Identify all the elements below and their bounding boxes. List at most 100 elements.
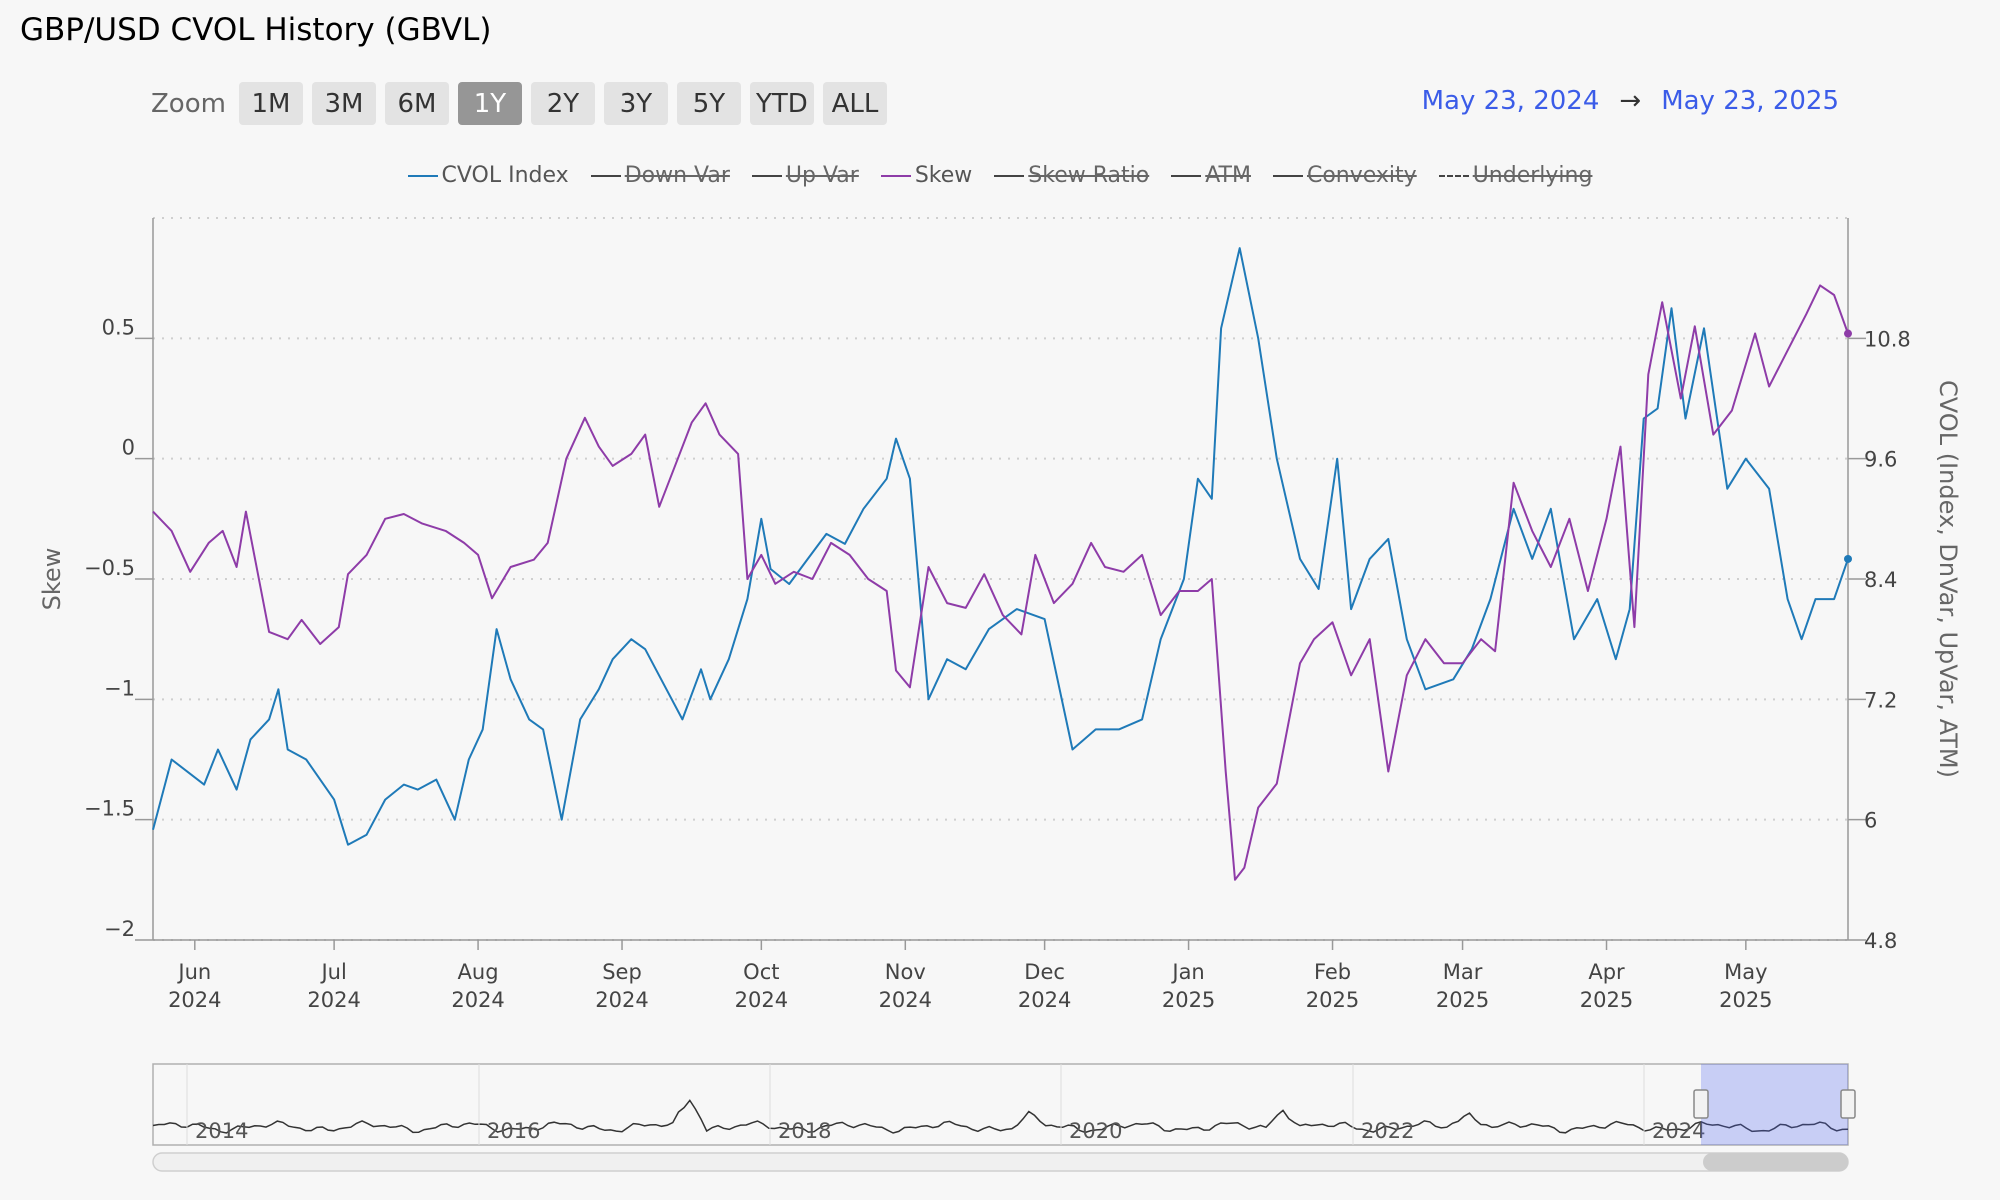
x-tick-label-year: 2025 (1436, 988, 1489, 1012)
zoom-bar: Zoom 1M 3M 6M 1Y 2Y 3Y 5Y YTD ALL (151, 82, 887, 125)
scrollbar-thumb[interactable] (1703, 1153, 1848, 1171)
x-tick-label-month: Sep (602, 960, 642, 984)
navigator-year-label: 2020 (1069, 1119, 1122, 1143)
navigator-selection (1701, 1064, 1848, 1145)
x-tick-label-year: 2024 (168, 988, 221, 1012)
navigator-frame (152, 1063, 1849, 1146)
right-tick-label: 8.4 (1864, 568, 1897, 592)
series-end-marker (1844, 554, 1852, 563)
zoom-button-all[interactable]: ALL (822, 82, 887, 125)
range-from-input[interactable]: May 23, 2024 (1421, 86, 1600, 116)
zoom-button-ytd[interactable]: YTD (749, 82, 814, 125)
zoom-button-3y[interactable]: 3Y (603, 82, 668, 125)
legend-item-skew-ratio[interactable]: Skew Ratio (994, 163, 1149, 188)
left-tick-label: 0.5 (102, 315, 135, 339)
legend-swatch (880, 174, 911, 177)
legend-swatch (1171, 174, 1202, 177)
left-tick-label: −2 (104, 917, 135, 941)
legend-label: Down Var (624, 163, 730, 188)
series-end-marker (1844, 329, 1852, 338)
x-tick-label-month: Jan (1170, 960, 1204, 984)
zoom-button-6m[interactable]: 6M (384, 82, 449, 125)
x-tick-label-year: 2024 (307, 988, 360, 1012)
legend-swatch (994, 174, 1025, 177)
left-tick-label: −0.5 (84, 556, 135, 580)
legend-label: Convexity (1306, 163, 1417, 188)
navigator-year-label: 2024 (1652, 1119, 1705, 1143)
right-tick-label: 6 (1864, 809, 1877, 833)
navigator-line (152, 1099, 1849, 1134)
right-tick-label: 9.6 (1864, 448, 1897, 472)
x-tick-label-month: Mar (1443, 960, 1483, 984)
x-tick-label-year: 2025 (1306, 988, 1359, 1012)
x-tick-label-year: 2025 (1719, 988, 1772, 1012)
navigator-year-label: 2014 (195, 1119, 248, 1143)
date-range: May 23, 2024 → May 23, 2025 (1422, 86, 1839, 116)
page-title: GBP/USD CVOL History (GBVL) (20, 12, 492, 48)
zoom-button-1m[interactable]: 1M (238, 82, 303, 125)
legend-label: Up Var (785, 163, 859, 188)
x-tick-label-year: 2025 (1162, 988, 1215, 1012)
navigator-year-label: 2016 (487, 1119, 540, 1143)
zoom-button-3m[interactable]: 3M (311, 82, 376, 125)
series-line-skew (152, 284, 1849, 881)
legend-label: Skew Ratio (1028, 163, 1150, 188)
scrollbar-track (152, 1152, 1849, 1172)
x-tick-label-month: Jul (319, 960, 346, 984)
right-tick-label: 10.8 (1864, 327, 1911, 351)
legend-label: ATM (1205, 163, 1251, 188)
legend-item-convexity[interactable]: Convexity (1272, 163, 1417, 188)
zoom-button-1y[interactable]: 1Y (457, 82, 522, 125)
series-line-cvol-index (152, 247, 1849, 846)
x-tick-label-year: 2024 (735, 988, 788, 1012)
legend-swatch (407, 174, 438, 177)
x-tick-label-month: Apr (1588, 960, 1625, 984)
x-tick-label-month: Aug (458, 960, 499, 984)
x-tick-label-month: Dec (1024, 960, 1065, 984)
legend-swatch (751, 174, 782, 177)
x-tick-label-month: Jun (176, 960, 211, 984)
chart-grid (153, 217, 1848, 941)
navigator-year-label: 2022 (1361, 1119, 1414, 1143)
range-arrow: → (1619, 86, 1642, 116)
range-to-input[interactable]: May 23, 2025 (1661, 86, 1839, 116)
legend-item-atm[interactable]: ATM (1171, 163, 1251, 188)
legend-item-down-var[interactable]: Down Var (590, 163, 730, 188)
navigator-handle-right[interactable] (1840, 1089, 1856, 1119)
x-tick-label-year: 2025 (1580, 988, 1633, 1012)
left-tick-label: −1.5 (84, 797, 135, 821)
chart-series (152, 247, 1852, 881)
legend-swatch (1272, 174, 1303, 177)
legend-label: Skew (914, 163, 973, 188)
legend-label: Underlying (1472, 163, 1593, 188)
legend-item-cvol-index[interactable]: CVOL Index (407, 163, 569, 188)
left-axis-title: Skew (38, 548, 66, 611)
zoom-label: Zoom (151, 88, 226, 119)
x-tick-label-year: 2024 (451, 988, 504, 1012)
x-tick-label-month: Oct (743, 960, 779, 984)
right-tick-label: 7.2 (1864, 688, 1897, 712)
legend-swatch (590, 174, 621, 177)
navigator-year-label: 2018 (778, 1119, 831, 1143)
x-tick-label-month: Feb (1314, 960, 1351, 984)
legend-item-up-var[interactable]: Up Var (751, 163, 859, 188)
legend-label: CVOL Index (441, 163, 569, 188)
legend-item-underlying[interactable]: Underlying (1438, 163, 1593, 188)
x-tick-label-month: May (1724, 960, 1767, 984)
zoom-button-5y[interactable]: 5Y (676, 82, 741, 125)
right-axis-title: CVOL (Index, DnVar, UpVar, ATM) (1934, 380, 1962, 778)
x-tick-label-year: 2024 (1018, 988, 1071, 1012)
navigator: 2014 2016 2018 2020 2022 2024 (152, 1063, 1856, 1172)
zoom-button-2y[interactable]: 2Y (530, 82, 595, 125)
x-tick-label-month: Nov (885, 960, 926, 984)
left-tick-label: 0 (122, 436, 135, 460)
legend-swatch (1438, 174, 1469, 177)
x-tick-label-year: 2024 (595, 988, 648, 1012)
navigator-handle-left[interactable] (1693, 1089, 1709, 1119)
chart-legend: CVOL Index Down Var Up Var Skew Skew Rat… (0, 163, 2000, 188)
x-tick-label-year: 2024 (879, 988, 932, 1012)
chart-axes: 0.5 0 −0.5 −1 −1.5 −2 10.8 9.6 8.4 7.2 6 4.8 Skew CVO… (38, 218, 1962, 1012)
legend-item-skew[interactable]: Skew (880, 163, 973, 188)
right-tick-label: 4.8 (1864, 929, 1897, 953)
